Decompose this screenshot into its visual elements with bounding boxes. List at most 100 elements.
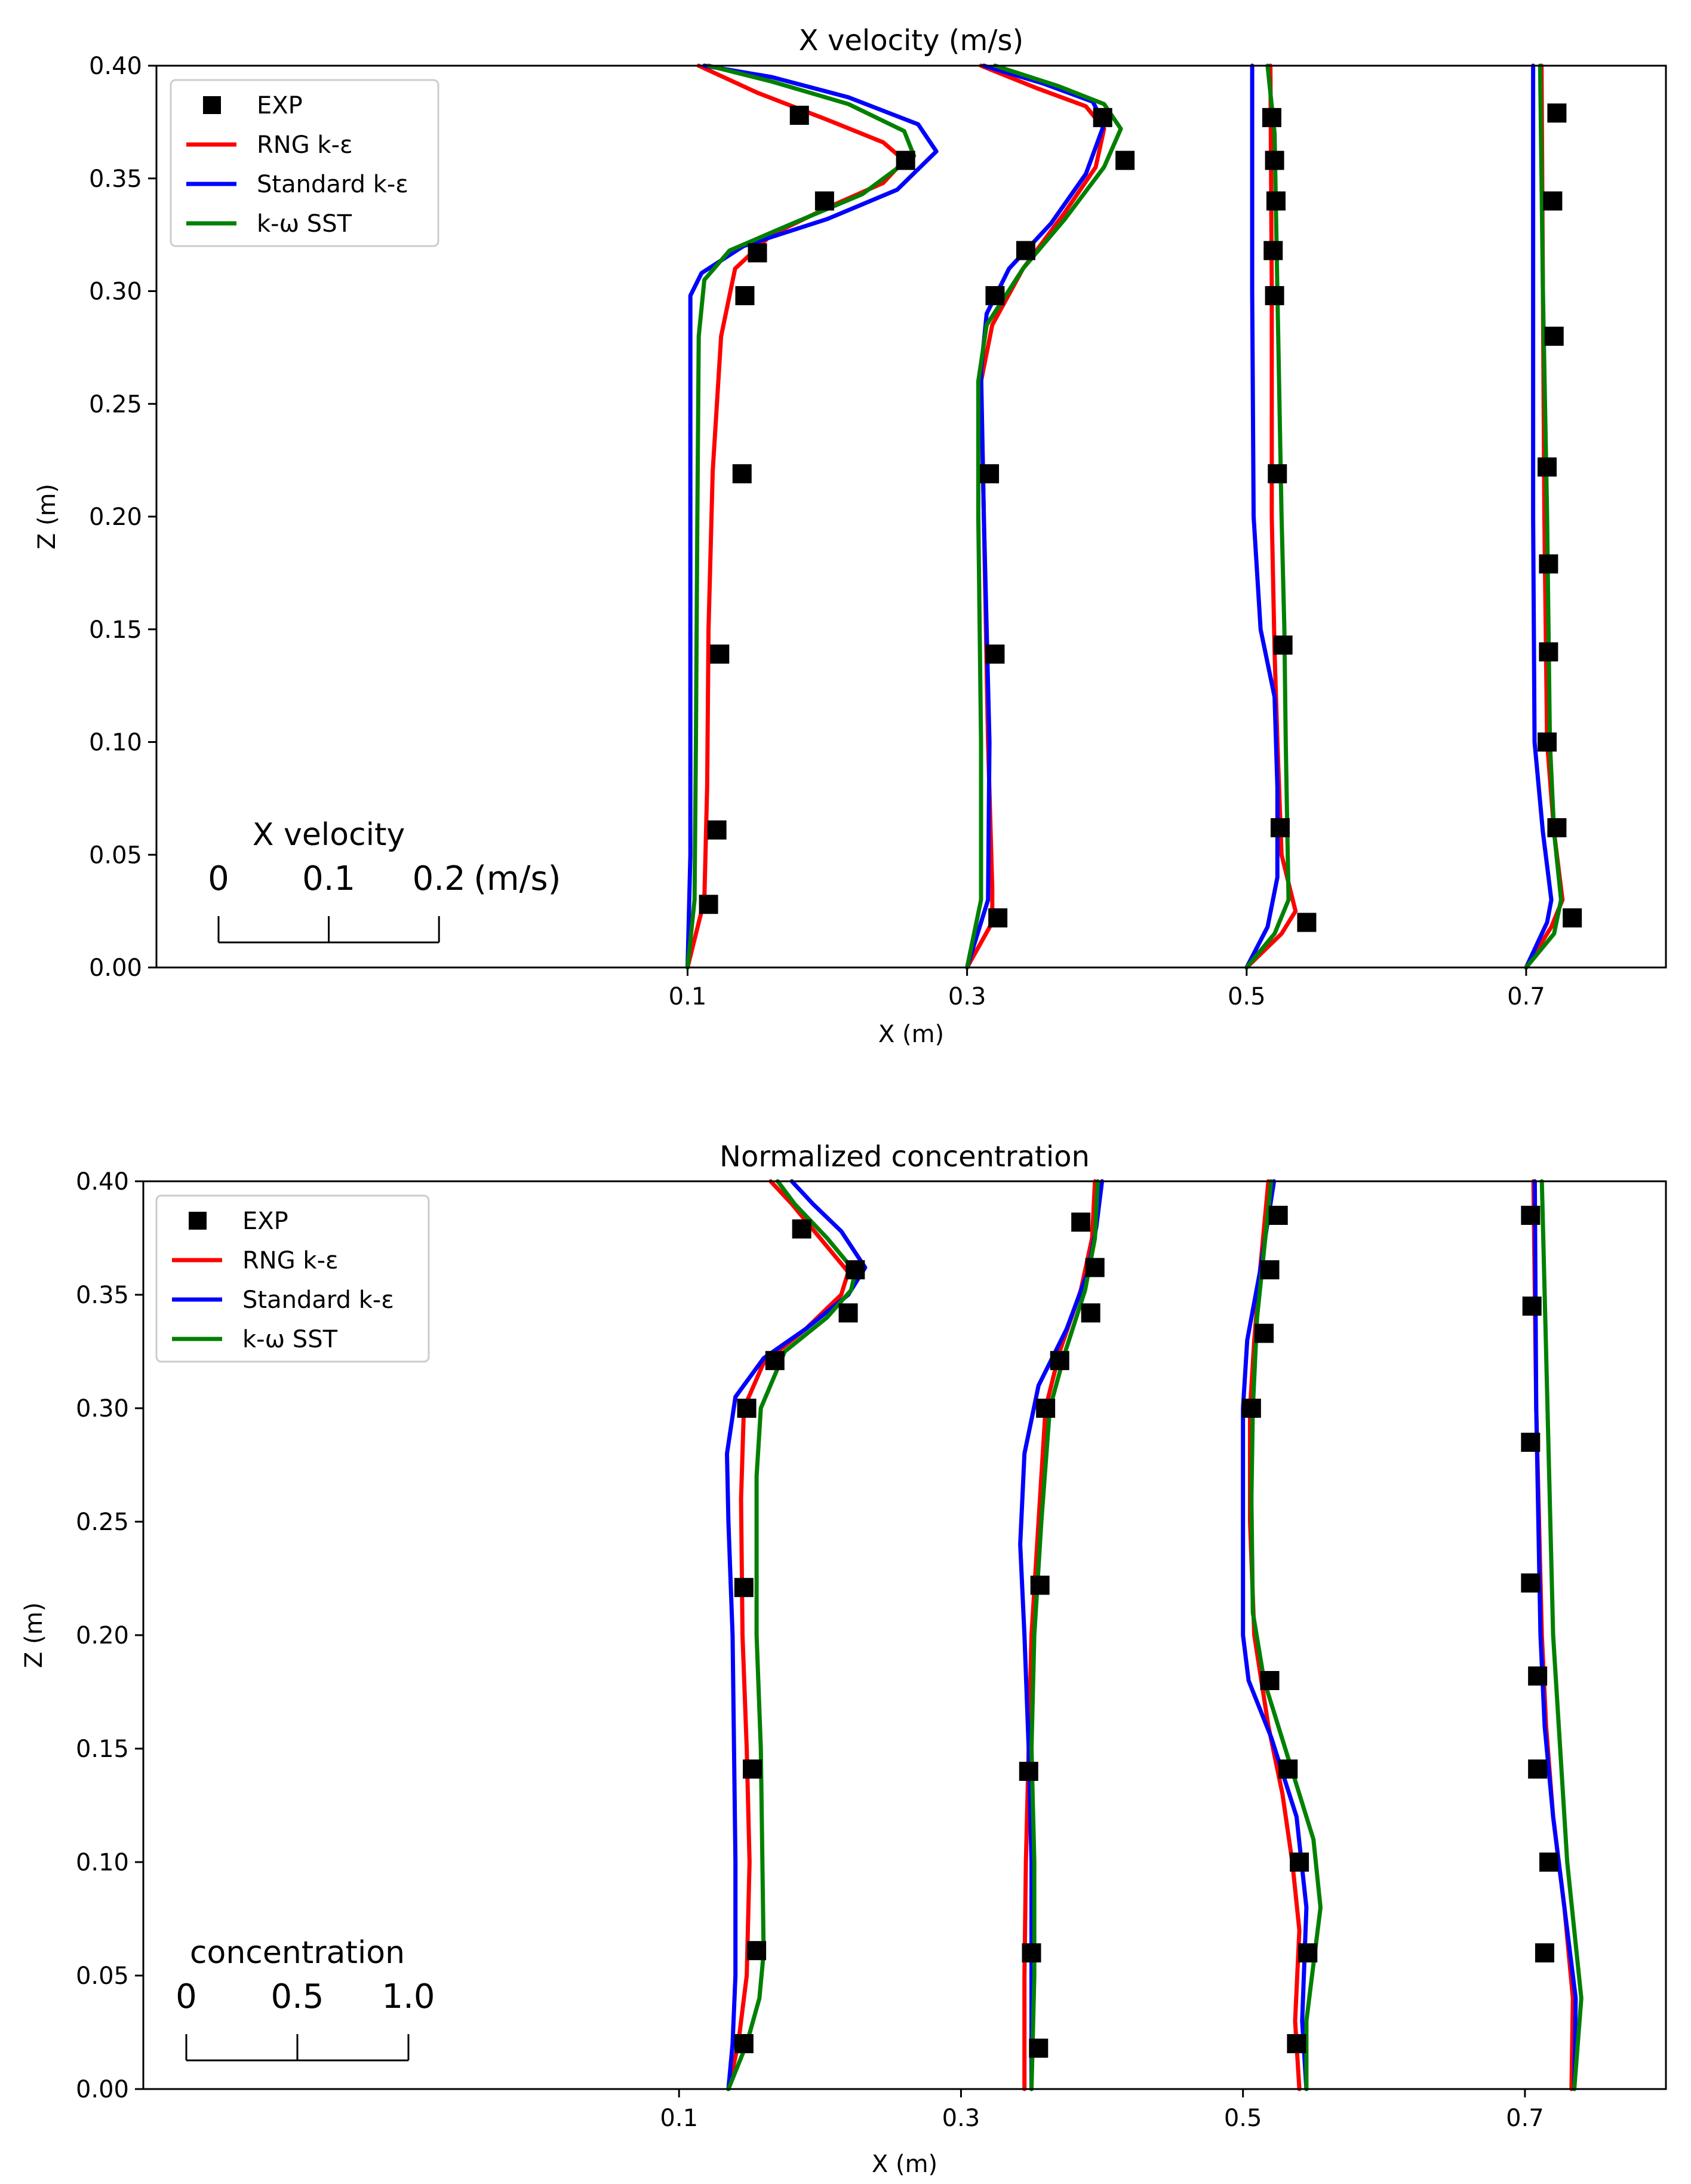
exp-marker — [1522, 1297, 1542, 1316]
scale-bar-label: 0 — [208, 859, 229, 898]
legend-label: EXP — [242, 1208, 288, 1235]
exp-marker — [980, 464, 1000, 484]
y-tick-label: 0.40 — [89, 53, 142, 80]
x-tick-label: 0.1 — [660, 2105, 698, 2132]
legend-label: EXP — [257, 92, 303, 119]
y-tick-label: 0.25 — [76, 1509, 129, 1536]
exp-marker — [707, 820, 727, 840]
legend-label: RNG k-ε — [257, 131, 353, 159]
exp-marker — [1266, 191, 1286, 211]
x-tick-label: 0.1 — [669, 983, 707, 1010]
x-tick-label: 0.5 — [1228, 983, 1266, 1010]
exp-marker — [748, 243, 767, 263]
series-line-standard-k--station-2 — [1241, 1179, 1309, 2091]
chart-title: X velocity (m/s) — [799, 24, 1023, 57]
x-axis-label: X (m) — [878, 1021, 944, 1048]
exp-marker — [1265, 150, 1284, 170]
exp-marker — [1297, 913, 1317, 932]
exp-marker — [1273, 635, 1293, 655]
exp-marker — [1547, 103, 1567, 123]
exp-marker — [1030, 1575, 1050, 1595]
exp-marker — [1521, 1206, 1541, 1225]
x-tick-label: 0.7 — [1506, 2105, 1544, 2132]
y-tick-label: 0.15 — [76, 1735, 129, 1763]
scale-bar-unit: (m/s) — [474, 859, 561, 898]
exp-marker — [765, 1351, 785, 1371]
series-line-rng-k--station-1 — [1022, 1179, 1097, 2091]
scale-bar-title: concentration — [190, 1935, 405, 1971]
exp-marker — [1263, 241, 1283, 260]
exp-marker — [1029, 2038, 1049, 2058]
series-line-k-sst-station-2 — [1244, 63, 1291, 970]
exp-marker — [1539, 642, 1558, 662]
y-tick-label: 0.05 — [89, 841, 142, 869]
exp-marker — [1093, 107, 1112, 127]
legend-box — [170, 79, 439, 247]
series-line-k-sst-station-3 — [1539, 1179, 1584, 2091]
y-axis-label: Z (m) — [33, 484, 61, 549]
legend-box — [155, 1194, 430, 1363]
exp-marker — [814, 191, 834, 211]
y-tick-label: 0.25 — [89, 391, 142, 418]
exp-marker — [1085, 1258, 1105, 1277]
exp-marker — [1115, 150, 1135, 170]
exp-marker — [1268, 1206, 1288, 1225]
exp-marker — [1543, 191, 1563, 211]
exp-marker — [1539, 554, 1558, 574]
y-tick-label: 0.15 — [89, 616, 142, 644]
exp-marker — [789, 106, 809, 125]
legend-label: Standard k-ε — [257, 171, 408, 198]
legend-label: k-ω SST — [257, 210, 352, 238]
series-line-rng-k--station-1 — [965, 63, 1106, 970]
series-line-k-sst-station-0 — [685, 63, 917, 970]
series-line-standard-k--station-3 — [1524, 63, 1554, 970]
exp-marker — [988, 908, 1008, 927]
exp-marker — [985, 644, 1005, 664]
y-tick-label: 0.35 — [76, 1282, 129, 1309]
exp-marker — [1535, 1943, 1554, 1962]
exp-marker — [896, 150, 915, 170]
legend-label: RNG k-ε — [242, 1247, 339, 1274]
exp-marker — [734, 1578, 754, 1598]
exp-marker — [1016, 241, 1035, 260]
y-tick-label: 0.20 — [89, 503, 142, 531]
exp-marker — [1036, 1399, 1056, 1418]
exp-marker — [1081, 1303, 1100, 1323]
y-tick-label: 0.00 — [89, 954, 142, 982]
exp-marker — [1022, 1943, 1041, 1962]
x-tick-label: 0.3 — [942, 2105, 980, 2132]
exp-marker — [1528, 1666, 1548, 1686]
scale-bar-label: 1.0 — [382, 1977, 435, 2016]
exp-marker — [1019, 1762, 1038, 1781]
concentration-chart: 0.000.050.100.150.200.250.300.350.400.1 0… — [20, 1140, 1667, 2178]
series-line-standard-k--station-2 — [1244, 63, 1280, 970]
exp-marker — [1287, 2034, 1306, 2053]
exp-marker — [735, 286, 755, 306]
scale-bar-label: 0.5 — [270, 1977, 324, 2016]
legend-label: Standard k-ε — [242, 1286, 394, 1314]
exp-marker — [838, 1303, 858, 1323]
exp-marker — [1538, 732, 1557, 752]
exp-marker — [1265, 286, 1284, 306]
series-line-k-sst-station-3 — [1524, 63, 1563, 970]
exp-marker — [743, 1759, 762, 1779]
exp-marker — [1528, 1759, 1548, 1779]
series-line-standard-k--station-0 — [725, 1179, 868, 2091]
series-line-k-sst-station-1 — [965, 63, 1123, 970]
exp-marker — [1071, 1212, 1091, 1232]
exp-marker — [1547, 818, 1567, 837]
scale-bar-title: X velocity — [253, 817, 405, 853]
y-tick-label: 0.35 — [89, 165, 142, 193]
exp-marker — [699, 895, 718, 914]
exp-marker — [1521, 1433, 1541, 1452]
exp-marker — [1290, 1853, 1309, 1872]
scale-bar-label: 0.1 — [302, 859, 355, 898]
x-tick-label: 0.7 — [1507, 983, 1545, 1010]
y-tick-label: 0.10 — [89, 729, 142, 757]
exp-marker — [1298, 1943, 1318, 1962]
exp-marker — [732, 464, 752, 484]
exp-marker — [792, 1219, 811, 1239]
exp-marker — [734, 2034, 754, 2053]
y-tick-label: 0.40 — [76, 1168, 129, 1196]
exp-marker — [1270, 818, 1290, 837]
